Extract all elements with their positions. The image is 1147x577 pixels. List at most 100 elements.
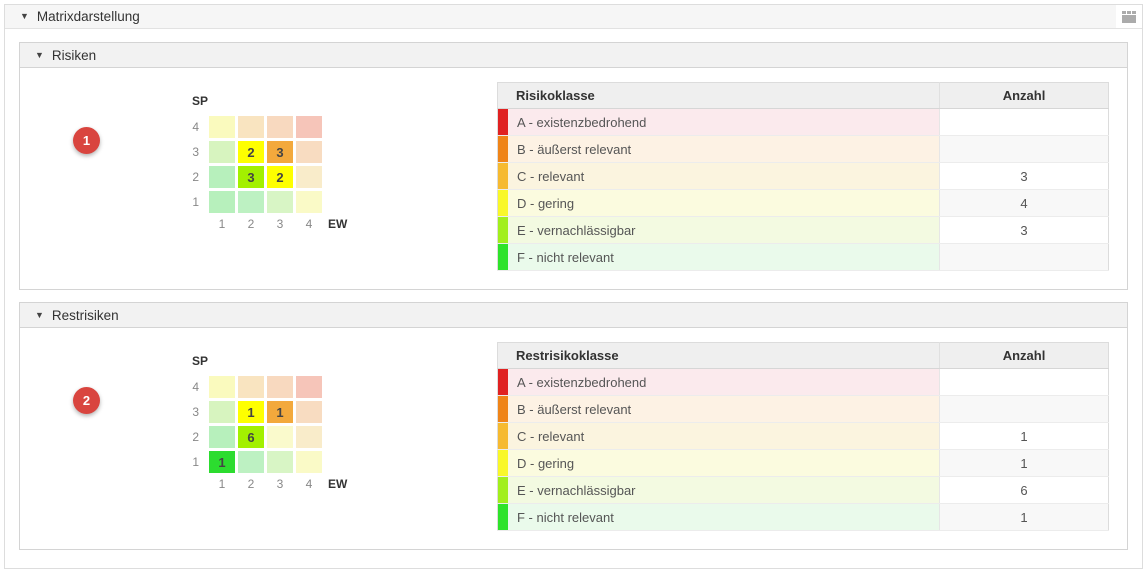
matrix-cell xyxy=(209,426,235,448)
matrix-row-label: 1 xyxy=(192,455,199,469)
residual-risk-class-table: Restrisikoklasse Anzahl A - existenzbedroh… xyxy=(497,342,1109,531)
risk-count-cell: 6 xyxy=(939,476,1109,504)
risk-class-row: D - gering 4 xyxy=(497,189,1109,217)
risk-class-label: C - relevant xyxy=(517,428,585,444)
table-icon xyxy=(1122,10,1136,23)
risk-class-color-bar xyxy=(498,477,508,503)
page-title: Matrixdarstellung xyxy=(36,9,140,24)
risk-class-row: E - vernachlässigbar 6 xyxy=(497,476,1109,504)
matrix-cell: 3 xyxy=(267,141,293,163)
matrix-cell xyxy=(209,141,235,163)
risk-class-cell: E - vernachlässigbar xyxy=(497,216,940,244)
matrix-cell xyxy=(238,116,264,138)
matrixdarstellung-panel-body: ▼ Risiken 1 SP 4 3 2 3 2 3 2 1 1 2 3 4 EW Risikoklass… xyxy=(5,29,1142,575)
matrix-cell xyxy=(267,426,293,448)
matrix-cell: 1 xyxy=(209,451,235,473)
risk-count-cell xyxy=(939,395,1109,423)
risk-matrix: SP 4 3 2 3 2 3 2 1 1 2 3 4 EW xyxy=(173,94,347,231)
risk-count-cell: 1 xyxy=(939,503,1109,531)
section-risiken-header[interactable]: ▼ Risiken xyxy=(20,43,1127,68)
matrixdarstellung-panel: ▼ Matrixdarstellung ▼ Risiken 1 SP 4 3 2 3 2 3… xyxy=(4,4,1143,569)
matrix-cell: 2 xyxy=(238,141,264,163)
risk-class-label: E - vernachlässigbar xyxy=(517,222,636,238)
risk-count-cell xyxy=(939,368,1109,396)
section-restrisiken-header[interactable]: ▼ Restrisiken xyxy=(20,303,1127,328)
matrix-cell xyxy=(209,116,235,138)
matrix-row-label: 1 xyxy=(192,195,199,209)
matrix-col-label: 2 xyxy=(247,217,255,231)
matrix-row-label: 3 xyxy=(192,405,199,419)
risk-class-color-bar xyxy=(498,136,508,162)
matrix-row: 1 xyxy=(173,191,347,213)
matrix-cell: 2 xyxy=(267,166,293,188)
risk-class-label: B - äußerst relevant xyxy=(517,401,632,417)
collapse-chevron-icon: ▼ xyxy=(20,11,29,21)
matrix-cell xyxy=(296,426,322,448)
matrix-cell xyxy=(238,191,264,213)
matrix-cell xyxy=(209,191,235,213)
matrix-cell xyxy=(296,376,322,398)
section-title: Restrisiken xyxy=(51,307,119,323)
risk-class-row: C - relevant 3 xyxy=(497,162,1109,190)
risk-class-row: C - relevant 1 xyxy=(497,422,1109,450)
matrix-cell xyxy=(296,116,322,138)
risk-class-label: C - relevant xyxy=(517,168,585,184)
matrix-cell: 1 xyxy=(267,401,293,423)
matrix-row-label: 4 xyxy=(192,380,199,394)
matrix-cell xyxy=(296,141,322,163)
risk-class-cell: B - äußerst relevant xyxy=(497,135,940,163)
section-title: Risiken xyxy=(51,47,97,63)
risk-count-cell: 3 xyxy=(939,216,1109,244)
risk-class-row: B - äußerst relevant xyxy=(497,395,1109,423)
risk-class-color-bar xyxy=(498,423,508,449)
matrix-col-label: 2 xyxy=(247,477,255,491)
risk-class-cell: E - vernachlässigbar xyxy=(497,476,940,504)
risk-class-color-bar xyxy=(498,504,508,530)
risk-class-label: D - gering xyxy=(517,455,575,471)
section-risiken: ▼ Risiken 1 SP 4 3 2 3 2 3 2 1 1 2 3 4 EW Risikoklass… xyxy=(19,42,1128,290)
matrix-x-axis: 1 2 3 4 EW xyxy=(209,217,348,231)
matrix-cell: 1 xyxy=(238,401,264,423)
risk-count-cell: 1 xyxy=(939,449,1109,477)
class-column-header: Risikoklasse xyxy=(497,82,940,109)
risk-class-row: F - nicht relevant xyxy=(497,243,1109,271)
matrixdarstellung-panel-header[interactable]: ▼ Matrixdarstellung xyxy=(5,5,1142,29)
risk-class-row: D - gering 1 xyxy=(497,449,1109,477)
matrix-row-label: 2 xyxy=(192,430,199,444)
table-header-row: Risikoklasse Anzahl xyxy=(497,82,1109,109)
risk-class-cell: D - gering xyxy=(497,189,940,217)
toolbar-table-button[interactable] xyxy=(1116,5,1142,28)
matrix-col-label: 4 xyxy=(305,217,313,231)
risk-class-row: A - existenzbedrohend xyxy=(497,108,1109,136)
risk-class-cell: C - relevant xyxy=(497,422,940,450)
risk-class-color-bar xyxy=(498,163,508,189)
risk-class-label: A - existenzbedrohend xyxy=(517,374,647,390)
matrix-cell xyxy=(238,376,264,398)
risk-class-cell: A - existenzbedrohend xyxy=(497,368,940,396)
count-column-header: Anzahl xyxy=(939,342,1109,369)
section-number-badge: 2 xyxy=(73,387,100,414)
matrix-y-axis-label: SP xyxy=(192,94,209,108)
matrix-cell xyxy=(296,191,322,213)
matrix-cell: 6 xyxy=(238,426,264,448)
matrix-x-axis-label: EW xyxy=(328,217,348,231)
matrix-cell xyxy=(296,166,322,188)
risk-class-label: E - vernachlässigbar xyxy=(517,482,636,498)
section-risiken-body: 1 SP 4 3 2 3 2 3 2 1 1 2 3 4 EW Risikoklasse Anzahl A -… xyxy=(20,68,1127,289)
matrix-cell xyxy=(238,451,264,473)
risk-class-table: Risikoklasse Anzahl A - existenzbedrohend B… xyxy=(497,82,1109,271)
matrix-row-label: 3 xyxy=(192,145,199,159)
risk-class-cell: F - nicht relevant xyxy=(497,503,940,531)
matrix-row-label: 4 xyxy=(192,120,199,134)
matrix-cell xyxy=(267,116,293,138)
section-restrisiken: ▼ Restrisiken 2 SP 4 3 1 1 2 6 1 1 1 2 3 4 EW Restris… xyxy=(19,302,1128,550)
matrix-col-label: 1 xyxy=(218,217,226,231)
matrix-cell xyxy=(267,376,293,398)
risk-class-color-bar xyxy=(498,369,508,395)
risk-class-color-bar xyxy=(498,450,508,476)
matrix-y-axis-label: SP xyxy=(192,354,209,368)
